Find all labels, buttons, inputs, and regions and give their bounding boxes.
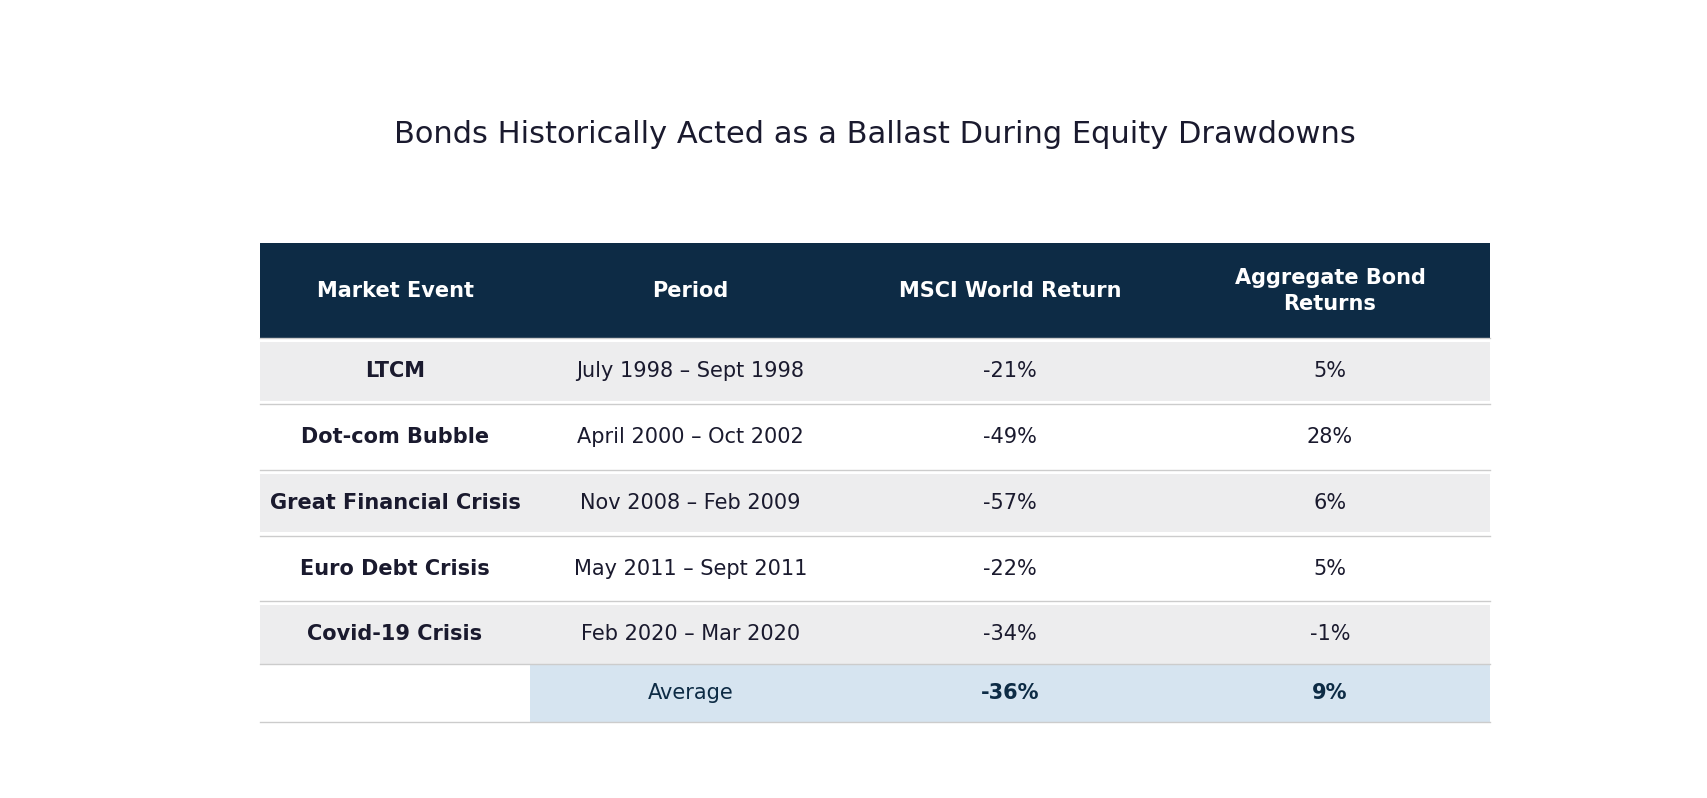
- Text: May 2011 – Sept 2011: May 2011 – Sept 2011: [574, 559, 807, 579]
- Bar: [531, 342, 850, 401]
- Bar: [850, 539, 1169, 598]
- Bar: [850, 605, 1169, 663]
- Text: April 2000 – Oct 2002: April 2000 – Oct 2002: [577, 427, 804, 447]
- Text: Covid-19 Crisis: Covid-19 Crisis: [307, 624, 483, 644]
- Text: Market Event: Market Event: [316, 281, 473, 301]
- Text: July 1998 – Sept 1998: July 1998 – Sept 1998: [577, 361, 804, 381]
- Bar: [259, 663, 531, 722]
- Text: Euro Debt Crisis: Euro Debt Crisis: [300, 559, 490, 579]
- Text: Nov 2008 – Feb 2009: Nov 2008 – Feb 2009: [580, 493, 801, 513]
- Bar: [531, 408, 850, 466]
- Bar: [259, 243, 531, 338]
- Bar: [259, 342, 531, 401]
- Text: 5%: 5%: [1314, 559, 1347, 579]
- Bar: [531, 663, 850, 722]
- Bar: [850, 663, 1169, 722]
- Text: Feb 2020 – Mar 2020: Feb 2020 – Mar 2020: [580, 624, 801, 644]
- Bar: [1169, 539, 1490, 598]
- Text: -21%: -21%: [983, 361, 1038, 381]
- Text: Average: Average: [647, 683, 734, 703]
- Bar: [531, 605, 850, 663]
- Text: Bonds Historically Acted as a Ballast During Equity Drawdowns: Bonds Historically Acted as a Ballast Du…: [394, 120, 1355, 149]
- Bar: [259, 605, 531, 663]
- Text: -36%: -36%: [982, 683, 1040, 703]
- Text: MSCI World Return: MSCI World Return: [900, 281, 1121, 301]
- Text: -49%: -49%: [983, 427, 1038, 447]
- Text: 28%: 28%: [1308, 427, 1354, 447]
- Bar: [1169, 605, 1490, 663]
- Text: 6%: 6%: [1313, 493, 1347, 513]
- Bar: [531, 474, 850, 532]
- Text: -22%: -22%: [983, 559, 1038, 579]
- Bar: [531, 243, 850, 338]
- Bar: [850, 408, 1169, 466]
- Text: LTCM: LTCM: [365, 361, 425, 381]
- Text: -57%: -57%: [983, 493, 1038, 513]
- Bar: [850, 243, 1169, 338]
- Text: -1%: -1%: [1309, 624, 1350, 644]
- Text: Dot-com Bubble: Dot-com Bubble: [300, 427, 490, 447]
- Bar: [1169, 408, 1490, 466]
- Bar: [1169, 474, 1490, 532]
- Bar: [259, 408, 531, 466]
- Text: Period: Period: [652, 281, 729, 301]
- Text: Aggregate Bond
Returns: Aggregate Bond Returns: [1234, 267, 1425, 314]
- Text: -34%: -34%: [983, 624, 1038, 644]
- Bar: [850, 474, 1169, 532]
- Bar: [259, 539, 531, 598]
- Bar: [531, 539, 850, 598]
- Text: Great Financial Crisis: Great Financial Crisis: [270, 493, 521, 513]
- Bar: [1169, 342, 1490, 401]
- Bar: [1169, 243, 1490, 338]
- Bar: [1169, 663, 1490, 722]
- Bar: [259, 474, 531, 532]
- Text: 9%: 9%: [1313, 683, 1349, 703]
- Bar: [850, 342, 1169, 401]
- Text: 5%: 5%: [1314, 361, 1347, 381]
